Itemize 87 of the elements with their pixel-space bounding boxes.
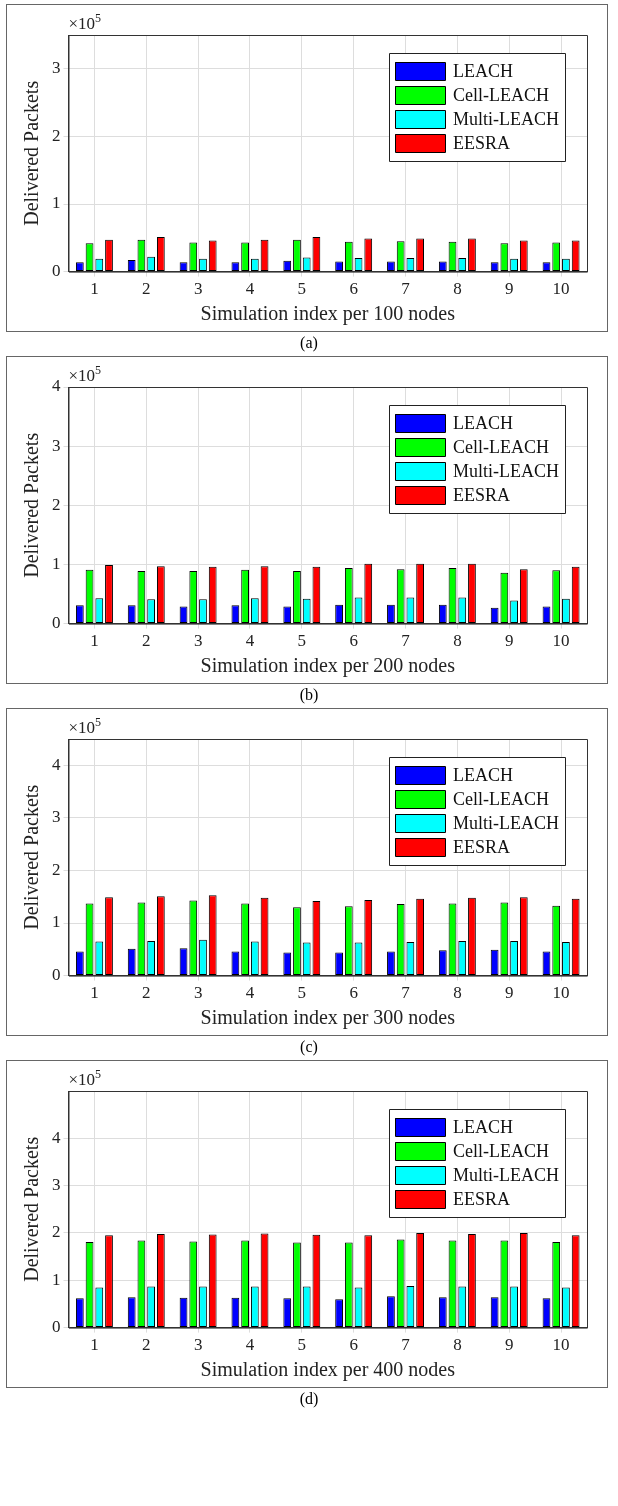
legend-label: Cell-LEACH	[453, 84, 549, 105]
y-tick-label: 1	[52, 553, 61, 573]
x-tick-label: 3	[193, 1335, 203, 1355]
x-axis-title: Simulation index per 300 nodes	[200, 1006, 456, 1030]
text: (b)	[298, 686, 320, 706]
x-tick-label: 4	[245, 631, 255, 651]
x-tick-label: 5	[297, 279, 307, 299]
x-tick-label: 7	[401, 983, 411, 1003]
x-tick-label: 9	[504, 279, 514, 299]
x-tick-label: 1	[90, 1335, 99, 1355]
y-axis-title: Delivered Packets	[20, 432, 43, 578]
x-tick-label: 2	[142, 983, 151, 1003]
legend-label: LEACH	[453, 60, 513, 81]
y-tick-label: 1	[52, 193, 61, 213]
legend-label: Multi-LEACH	[453, 812, 559, 833]
legend-label: Cell-LEACH	[453, 788, 549, 809]
legend-label: Multi-LEACH	[453, 108, 559, 129]
y-tick-label: 4	[52, 1127, 61, 1147]
x-tick-label: 2	[142, 1335, 151, 1355]
x-tick-label: 1	[90, 631, 99, 651]
x-tick-label: 8	[453, 631, 462, 651]
x-tick-label: 6	[349, 631, 358, 651]
y-tick-label: 2	[52, 494, 61, 514]
legend-label: Cell-LEACH	[453, 436, 549, 457]
x-tick-label: 9	[504, 631, 514, 651]
x-tick-label: 3	[193, 279, 203, 299]
x-tick-label: 6	[349, 1335, 358, 1355]
x-tick-label: 6	[349, 279, 358, 299]
y-tick-label: 4	[52, 754, 61, 774]
x-tick-label: 2	[142, 631, 151, 651]
legend-label: Multi-LEACH	[453, 1164, 559, 1185]
x-tick-label: 4	[245, 983, 255, 1003]
x-axis-title: Simulation index per 200 nodes	[200, 654, 456, 678]
legend-label: EESRA	[453, 484, 511, 505]
text: (c)	[299, 1038, 319, 1058]
x-axis-title: Simulation index per 100 nodes	[200, 302, 456, 326]
x-tick-label: 9	[504, 1335, 514, 1355]
y-axis-title: Delivered Packets	[20, 1136, 43, 1282]
x-tick-label: 8	[453, 1335, 462, 1355]
legend-label: LEACH	[453, 764, 513, 785]
x-tick-label: 9	[504, 983, 514, 1003]
y-tick-label: 4	[52, 376, 61, 396]
y-axis-title: Delivered Packets	[20, 784, 43, 930]
x-tick-label: 7	[401, 631, 411, 651]
y-tick-label: 2	[52, 859, 61, 879]
x-axis-title: Simulation index per 400 nodes	[200, 1358, 456, 1382]
x-tick-label: 10	[552, 983, 570, 1003]
legend-label: EESRA	[453, 836, 511, 857]
x-tick-label: 5	[297, 631, 307, 651]
x-tick-label: 5	[297, 1335, 307, 1355]
y-tick-label: 2	[52, 125, 61, 145]
x-tick-label: 7	[401, 1335, 411, 1355]
text: (d)	[298, 1390, 320, 1410]
y-tick-label: 1	[52, 1269, 61, 1289]
x-tick-label: 4	[245, 279, 255, 299]
x-tick-label: 7	[401, 279, 411, 299]
x-tick-label: 1	[90, 983, 99, 1003]
x-tick-label: 10	[552, 279, 570, 299]
x-tick-label: 10	[552, 631, 570, 651]
y-tick-label: 3	[52, 58, 61, 78]
y-tick-label: 0	[52, 965, 61, 985]
x-tick-label: 1	[90, 279, 99, 299]
y-tick-label: 3	[52, 435, 61, 455]
x-tick-label: 6	[349, 983, 358, 1003]
y-tick-label: 0	[52, 613, 61, 633]
legend-label: Cell-LEACH	[453, 1140, 549, 1161]
legend-label: EESRA	[453, 132, 511, 153]
x-tick-label: 5	[297, 983, 307, 1003]
y-tick-label: 2	[52, 1222, 61, 1242]
text: (a)	[299, 334, 319, 354]
legend-label: LEACH	[453, 1116, 513, 1137]
x-tick-label: 4	[245, 1335, 255, 1355]
y-tick-label: 0	[52, 1317, 61, 1337]
legend-label: EESRA	[453, 1188, 511, 1209]
y-tick-label: 3	[52, 1175, 61, 1195]
x-tick-label: 2	[142, 279, 151, 299]
legend-label: LEACH	[453, 412, 513, 433]
x-tick-label: 3	[193, 983, 203, 1003]
y-axis-title: Delivered Packets	[20, 80, 43, 226]
y-tick-label: 3	[52, 807, 61, 827]
x-tick-label: 10	[552, 1335, 570, 1355]
x-tick-label: 3	[193, 631, 203, 651]
legend-label: Multi-LEACH	[453, 460, 559, 481]
x-tick-label: 8	[453, 983, 462, 1003]
y-tick-label: 1	[52, 912, 61, 932]
y-tick-label: 0	[52, 261, 61, 281]
x-tick-label: 8	[453, 279, 462, 299]
